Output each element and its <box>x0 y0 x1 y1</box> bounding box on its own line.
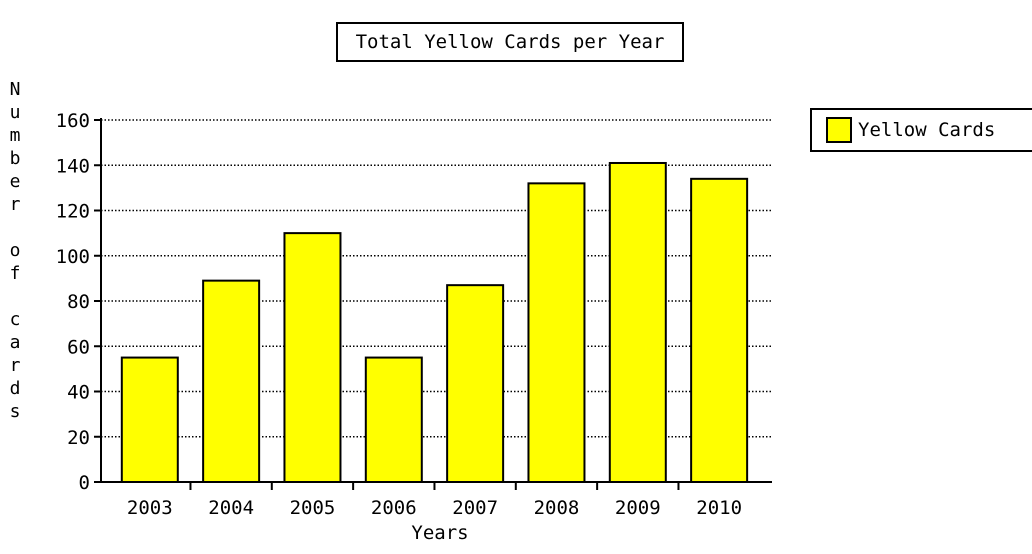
x-tick-label: 2004 <box>208 497 254 519</box>
bar-2010 <box>690 177 749 483</box>
y-tick-label: 20 <box>67 427 90 449</box>
legend-label-yellow-cards: Yellow Cards <box>858 119 996 141</box>
x-axis-label: Years <box>411 522 469 544</box>
x-tick-label: 2003 <box>127 497 173 519</box>
bar-2003 <box>120 356 179 483</box>
bar-2007 <box>446 284 505 483</box>
bar-2008 <box>527 182 586 483</box>
y-tick-label: 160 <box>56 110 90 132</box>
y-tick-label: 140 <box>56 155 90 177</box>
x-tick-label: 2005 <box>290 497 336 519</box>
x-tick-label: 2010 <box>696 497 742 519</box>
bar-2006 <box>364 356 423 483</box>
y-tick-label: 100 <box>56 246 90 268</box>
y-tick-label: 120 <box>56 201 90 223</box>
legend: Yellow Cards <box>810 108 1032 152</box>
x-tick-label: 2008 <box>534 497 580 519</box>
y-tick-label: 40 <box>67 382 90 404</box>
bar-2009 <box>608 161 667 484</box>
legend-swatch-yellow-cards <box>826 117 852 143</box>
bar-2005 <box>283 232 342 483</box>
chart-title-box: Total Yellow Cards per Year <box>336 22 684 62</box>
bar-2004 <box>202 279 261 484</box>
x-tick-label: 2007 <box>452 497 498 519</box>
chart-title: Total Yellow Cards per Year <box>355 31 665 53</box>
y-tick-label: 0 <box>79 472 90 494</box>
y-tick-label: 80 <box>67 291 90 313</box>
y-tick-label: 60 <box>67 336 90 358</box>
x-tick-label: 2009 <box>615 497 661 519</box>
y-axis-label: N u m b e r o f c a r d s <box>9 79 21 422</box>
x-tick-label: 2006 <box>371 497 417 519</box>
